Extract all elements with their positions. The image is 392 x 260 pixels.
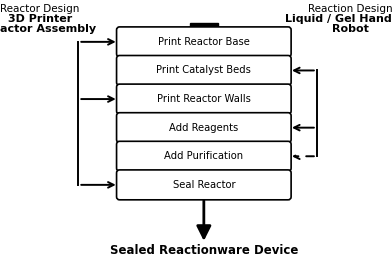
Text: Robot: Robot (332, 24, 368, 34)
Bar (190, 140, 218, 144)
Text: Print Reactor Walls: Print Reactor Walls (157, 94, 251, 104)
Bar (190, 168, 218, 173)
Bar (190, 111, 218, 116)
Text: Liquid / Gel Handling: Liquid / Gel Handling (285, 14, 392, 24)
Text: Add Purification: Add Purification (164, 151, 243, 161)
FancyBboxPatch shape (116, 170, 291, 200)
Text: Print Catalyst Beds: Print Catalyst Beds (156, 66, 251, 75)
Text: Reactor Design: Reactor Design (0, 4, 80, 14)
Bar (190, 23, 218, 30)
Text: 3D Printer: 3D Printer (8, 14, 72, 24)
Text: Print Reactor Base: Print Reactor Base (158, 37, 250, 47)
FancyBboxPatch shape (116, 113, 291, 143)
Text: Add Reagents: Add Reagents (169, 123, 238, 133)
FancyBboxPatch shape (116, 27, 291, 57)
Bar (190, 82, 218, 87)
Bar (190, 54, 218, 59)
Text: Reaction Design: Reaction Design (308, 4, 392, 14)
Text: Seal Reactor: Seal Reactor (172, 180, 235, 190)
Text: Sealed Reactionware Device: Sealed Reactionware Device (110, 244, 298, 257)
Text: Reactor Assembly: Reactor Assembly (0, 24, 96, 34)
FancyBboxPatch shape (116, 55, 291, 86)
FancyBboxPatch shape (116, 84, 291, 114)
FancyBboxPatch shape (116, 141, 291, 171)
